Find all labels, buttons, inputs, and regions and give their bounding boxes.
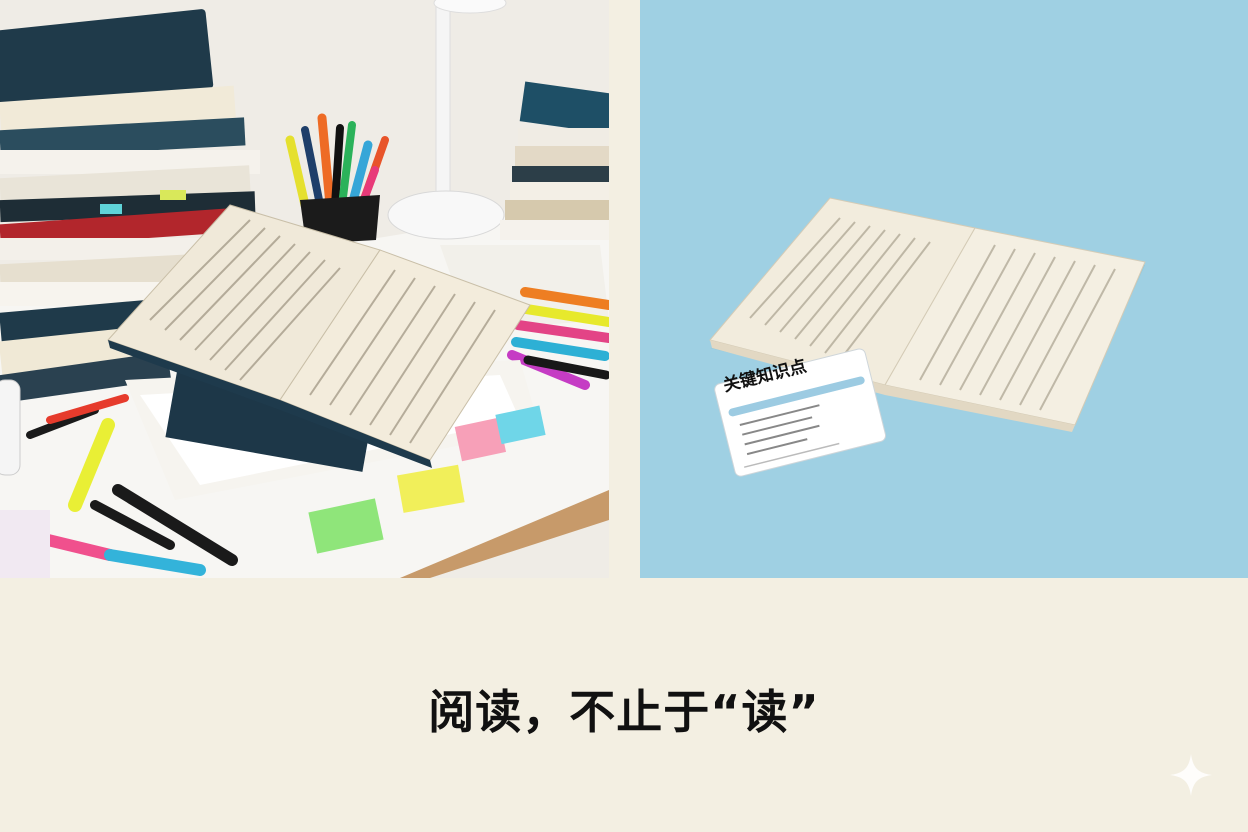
caption-area: 阅读，不止于“读” bbox=[0, 578, 1248, 832]
open-book-desk bbox=[107, 204, 531, 468]
key-points-card bbox=[714, 348, 887, 477]
pen-cup bbox=[285, 113, 389, 244]
book-scene bbox=[640, 0, 1248, 578]
desk-edge bbox=[400, 490, 609, 578]
book-photo-panel: 关键知识点 bbox=[640, 0, 1248, 578]
book-stack-left bbox=[0, 9, 260, 403]
markers-right bbox=[507, 287, 609, 390]
desk-lamp bbox=[387, 0, 507, 240]
desk-photo-panel bbox=[0, 0, 609, 578]
open-book bbox=[709, 197, 1146, 432]
sticky-notes bbox=[308, 405, 546, 554]
desk-scene bbox=[0, 0, 609, 578]
markers-foreground bbox=[0, 379, 238, 578]
panel-divider bbox=[609, 0, 640, 578]
caption-text: 阅读，不止于“读” bbox=[428, 685, 820, 739]
sparkle-icon bbox=[1168, 752, 1214, 798]
book-stack-right bbox=[500, 81, 609, 240]
